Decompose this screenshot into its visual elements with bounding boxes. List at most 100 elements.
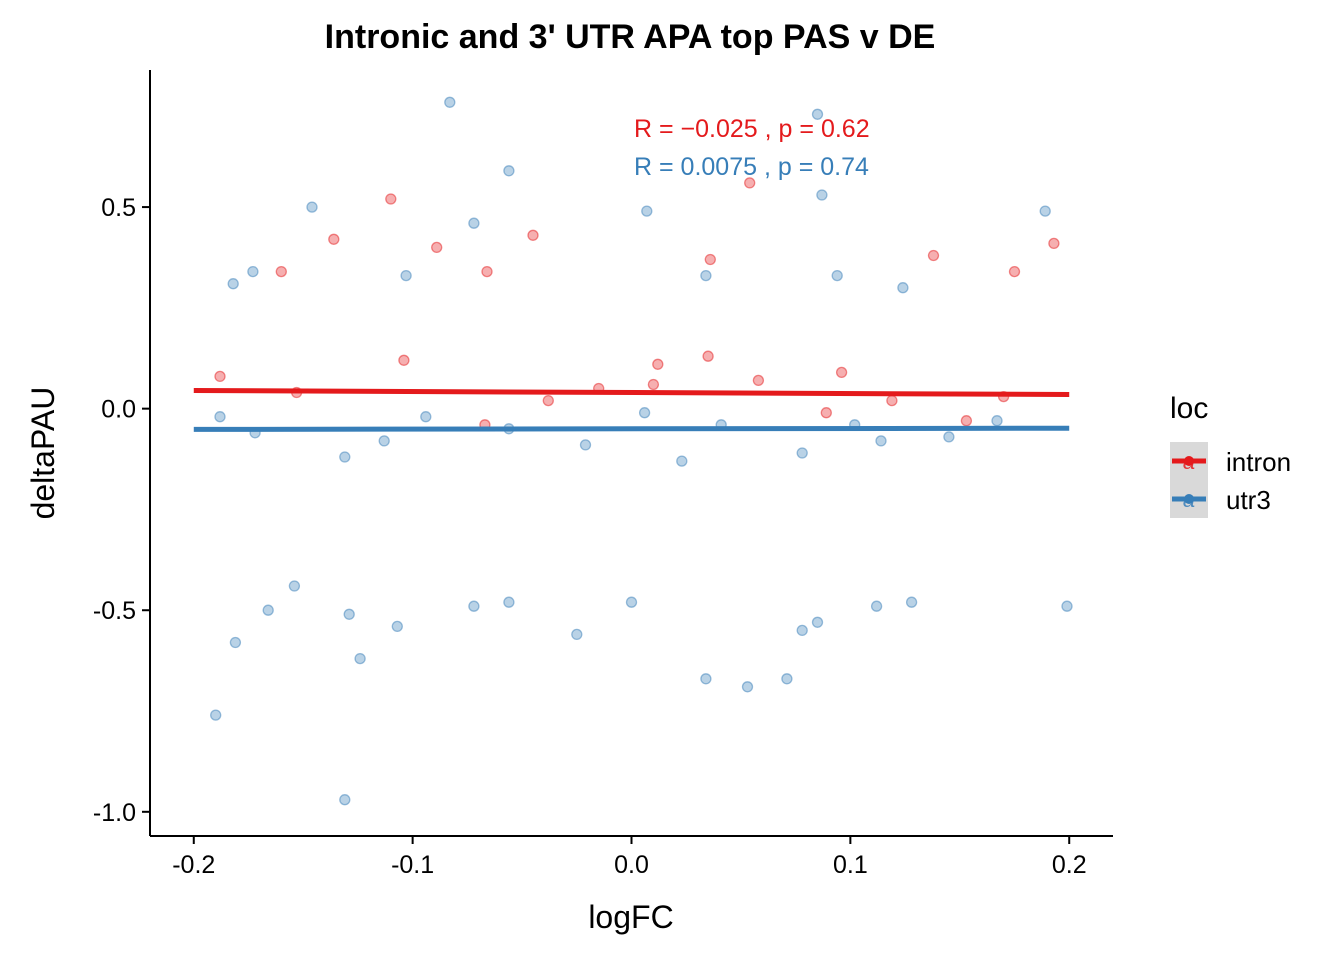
legend-items: a intron a utr3	[1170, 442, 1291, 518]
intron-point	[1048, 237, 1060, 250]
y-ticks: -1.0 -0.5 0.0 0.5	[93, 194, 150, 827]
legend: loc a intron a utr3	[1170, 392, 1291, 518]
utr3-point	[811, 616, 824, 628]
intron-point	[214, 370, 226, 383]
utr3-stat-label: R = 0.0075 , p = 0.74	[634, 153, 869, 181]
utr3-point	[811, 108, 824, 120]
intron-point	[431, 241, 443, 254]
utr3-point	[288, 580, 301, 592]
utr3-point	[638, 407, 651, 419]
utr3-point	[816, 189, 828, 201]
x-axis-title: logFC	[588, 899, 673, 935]
intron-point	[702, 350, 714, 362]
legend-key-point	[1184, 494, 1194, 504]
legend-label-intron: intron	[1226, 447, 1291, 477]
utr3-point	[943, 431, 955, 443]
utr3-point	[210, 709, 222, 721]
utr3-point	[676, 455, 688, 467]
utr3-point	[227, 278, 239, 290]
intron-point	[652, 358, 664, 370]
y-tick-label: 0.0	[101, 396, 136, 424]
x-tick-label: -0.2	[172, 851, 215, 879]
x-tick-label: -0.1	[391, 851, 434, 879]
utr3-point	[700, 673, 712, 685]
intron-point	[328, 233, 340, 245]
legend-title: loc	[1170, 392, 1208, 425]
intron-regression-line	[193, 388, 1070, 398]
utr3-point	[214, 411, 226, 423]
utr3-point	[831, 269, 843, 282]
utr3-point	[571, 628, 583, 641]
intron-point	[385, 193, 397, 205]
y-tick-label: -1.0	[93, 799, 136, 827]
intron-point	[835, 366, 848, 379]
intron-point	[820, 407, 832, 419]
y-axis-title: deltaPAU	[25, 387, 61, 520]
utr3-point	[339, 794, 351, 806]
utr3-point	[229, 636, 242, 649]
intron-point	[275, 265, 287, 278]
regression-layer	[193, 388, 1070, 432]
intron-point	[647, 378, 660, 391]
utr3-point	[796, 447, 808, 459]
utr3-point	[444, 96, 456, 108]
utr3-point	[625, 596, 638, 608]
utr3-point	[468, 600, 480, 612]
points-layer	[210, 96, 1073, 806]
utr3-regression-line	[193, 425, 1070, 432]
x-tick-label: 0.2	[1052, 851, 1087, 879]
utr3-point	[503, 165, 515, 177]
plot-panel: R = −0.025 , p = 0.62 R = 0.0075 , p = 0.…	[193, 96, 1073, 806]
y-tick-label: -0.5	[93, 597, 136, 625]
utr3-point	[875, 435, 887, 447]
intron-point	[1008, 265, 1021, 278]
utr3-point	[400, 269, 412, 282]
intron-point	[527, 229, 539, 241]
legend-key-letter: a	[1183, 449, 1195, 474]
utr3-point	[262, 604, 274, 616]
axes: -0.2 -0.1 0.0 0.1 0.2 -1.0 -0.5 0.0 0.5	[93, 70, 1113, 879]
utr3-point	[1039, 205, 1051, 217]
intron-point	[752, 374, 765, 387]
utr3-point	[579, 439, 592, 451]
intron-point	[398, 354, 410, 366]
utr3-point	[420, 411, 432, 423]
utr3-point	[468, 217, 480, 229]
utr3-point	[796, 624, 808, 637]
intron-point	[744, 177, 756, 189]
intron-point	[481, 265, 493, 278]
utr3-point	[781, 673, 793, 685]
legend-key-letter: a	[1183, 487, 1195, 512]
utr3-point	[339, 451, 351, 463]
utr3-point	[641, 205, 653, 217]
x-ticks: -0.2 -0.1 0.0 0.1 0.2	[172, 836, 1087, 879]
utr3-point	[700, 269, 712, 282]
legend-key-point	[1184, 456, 1194, 466]
intron-point	[886, 394, 898, 407]
utr3-point	[306, 201, 318, 213]
x-tick-label: 0.1	[833, 851, 868, 879]
utr3-point	[870, 600, 883, 612]
intron-point	[927, 249, 940, 262]
x-tick-label: 0.0	[614, 851, 649, 879]
utr3-point	[503, 596, 515, 608]
utr3-point	[897, 282, 909, 294]
intron-stat-label: R = −0.025 , p = 0.62	[634, 115, 870, 143]
utr3-point	[354, 652, 366, 665]
y-tick-label: 0.5	[101, 194, 136, 222]
utr3-point	[343, 608, 355, 620]
utr3-point	[1061, 600, 1073, 612]
utr3-point	[905, 596, 918, 608]
chart-title: Intronic and 3' UTR APA top PAS v DE	[325, 18, 936, 56]
utr3-point	[378, 435, 390, 447]
intron-point	[960, 415, 973, 427]
intron-point	[704, 253, 716, 266]
utr3-point	[991, 415, 1003, 427]
intron-point	[542, 394, 554, 407]
stat-labels: R = −0.025 , p = 0.62 R = 0.0075 , p = 0.…	[634, 115, 870, 181]
legend-label-utr3: utr3	[1226, 485, 1271, 515]
utr3-point	[741, 681, 754, 693]
utr3-point	[247, 265, 259, 278]
utr3-point	[391, 620, 403, 633]
